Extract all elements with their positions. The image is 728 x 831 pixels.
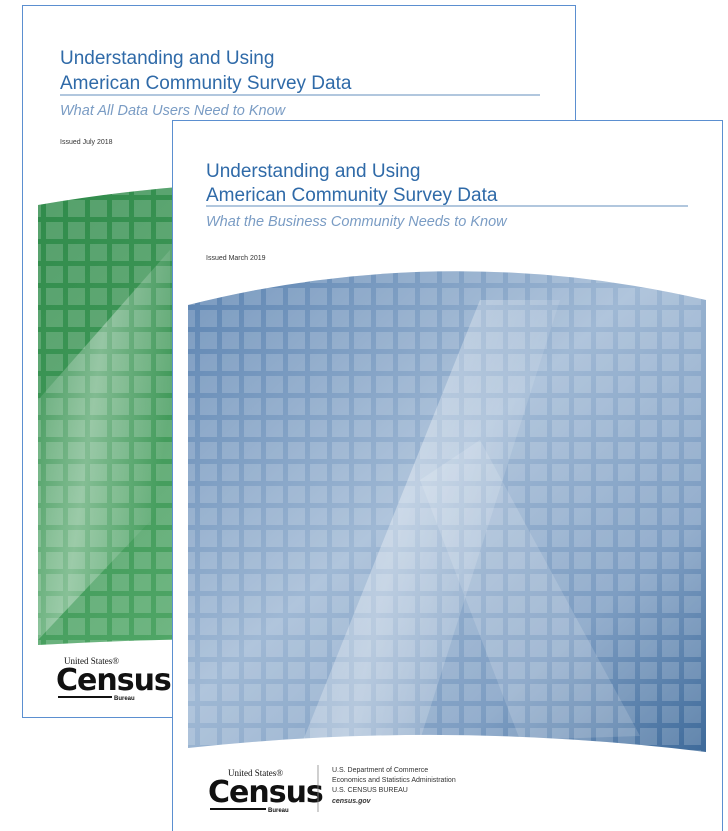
footer-line: Economics and Statistics Administration bbox=[332, 777, 456, 784]
footer-line: U.S. Department of Commerce bbox=[332, 767, 428, 774]
covers-image: Understanding and Using American Communi… bbox=[0, 0, 728, 831]
title-line-1: Understanding and Using bbox=[60, 48, 274, 69]
logo-bottom: Bureau bbox=[268, 808, 289, 814]
title-line-1: Understanding and Using bbox=[206, 161, 420, 182]
subtitle: What the Business Community Needs to Kno… bbox=[206, 214, 508, 230]
logo-bottom: Bureau bbox=[114, 696, 135, 702]
issued-date: Issued March 2019 bbox=[206, 255, 266, 262]
footer-line: census.gov bbox=[332, 798, 372, 805]
front-cover: Understanding and Using American Communi… bbox=[173, 121, 723, 831]
title-line-2: American Community Survey Data bbox=[60, 73, 352, 94]
title-line-2: American Community Survey Data bbox=[206, 185, 498, 206]
issued-date: Issued July 2018 bbox=[60, 139, 113, 146]
logo-main: Census bbox=[56, 663, 171, 698]
logo-main: Census bbox=[208, 775, 323, 810]
footer-line: U.S. CENSUS BUREAU bbox=[332, 787, 408, 794]
subtitle: What All Data Users Need to Know bbox=[60, 103, 287, 119]
